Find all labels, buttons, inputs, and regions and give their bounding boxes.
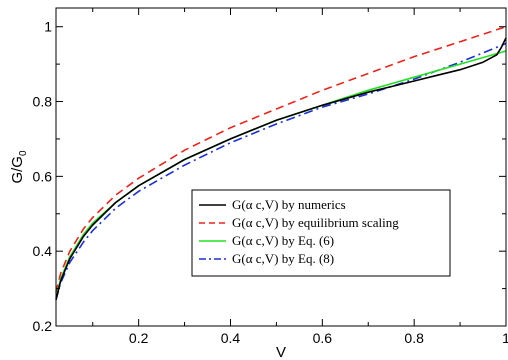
y-tick-label: 1 (44, 19, 52, 35)
x-tick-label: 0.6 (313, 330, 333, 346)
y-tick-label: 0.8 (33, 94, 53, 110)
x-tick-label: 0.2 (129, 330, 149, 346)
series-line-1 (55, 25, 507, 293)
series-line-0 (55, 37, 507, 300)
x-tick-label: 0.8 (404, 330, 424, 346)
plot-frame (55, 7, 507, 327)
legend-label-0: G(α c,V) by numerics (232, 197, 346, 212)
y-tick-label: 0.2 (33, 318, 53, 334)
y-tick-label: 0.4 (33, 243, 53, 259)
x-axis-label: V (276, 344, 286, 360)
y-tick-label: 0.6 (33, 168, 53, 184)
y-axis-label-main: G/G (9, 156, 26, 184)
plot-area (55, 25, 507, 301)
axes: 0.2 0.4 0.6 0.8 1 0.2 0.4 0.6 0.8 1 V G/G0 (9, 7, 508, 360)
legend-label-3: G(α c,V) by Eq. (8) (232, 251, 334, 266)
x-tick-label: 1 (502, 330, 508, 346)
y-axis-label-subscript: 0 (18, 150, 29, 156)
legend-box (191, 189, 451, 277)
legend: G(α c,V) by numerics G(α c,V) by equilibr… (191, 189, 451, 277)
x-tick-label: 0.4 (221, 330, 241, 346)
legend-label-1: G(α c,V) by equilibrium scaling (232, 215, 399, 230)
legend-label-2: G(α c,V) by Eq. (6) (232, 233, 334, 248)
y-axis-label: G/G0 (9, 150, 29, 184)
